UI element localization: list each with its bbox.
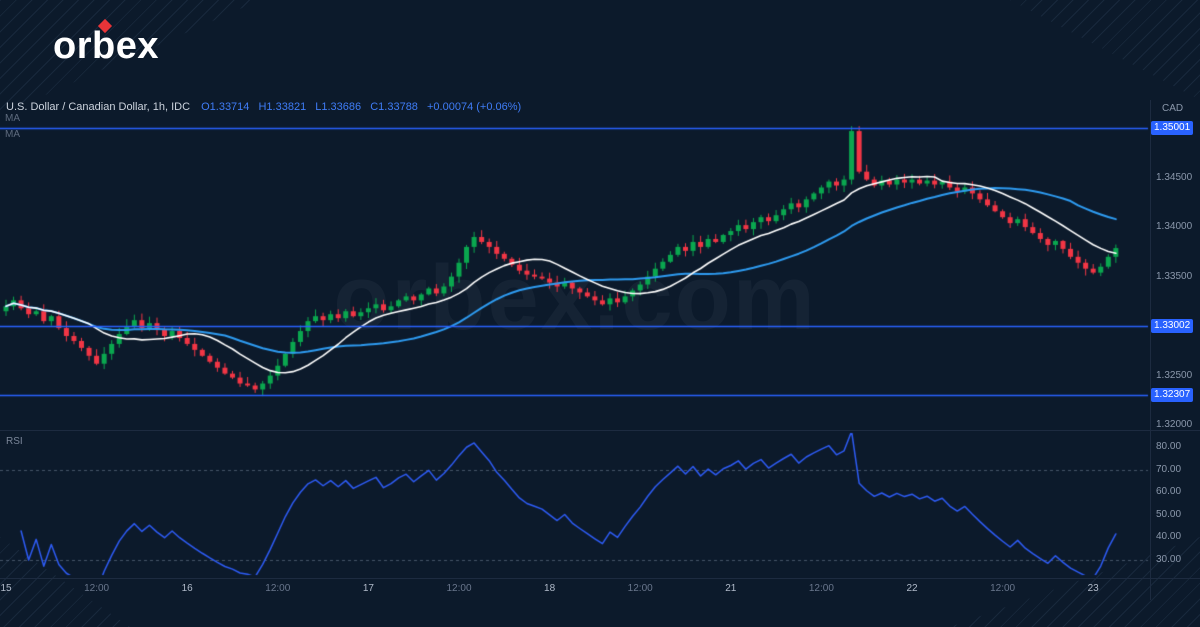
price-level-badge: 1.32307 <box>1151 387 1194 402</box>
price-axis-currency: CAD <box>1162 103 1184 114</box>
rsi-legend[interactable]: RSI <box>6 436 23 447</box>
price-axis-label: 1.33500 <box>1156 270 1193 282</box>
price-axis-label: 1.32000 <box>1156 419 1193 431</box>
symbol-title[interactable]: U.S. Dollar / Canadian Dollar, 1h, IDC <box>6 101 191 113</box>
ohlc-open: O1.33714 <box>201 101 250 113</box>
time-axis-label: 12:00 <box>265 583 291 594</box>
price-level-badge: 1.35001 <box>1151 121 1194 135</box>
ohlc-close: C1.33788 <box>370 101 418 113</box>
time-axis-label: 16 <box>181 583 193 594</box>
ohlc-change: +0.00074 (+0.06%) <box>427 101 522 113</box>
pane-separator[interactable] <box>0 430 1200 431</box>
time-axis-label: 15 <box>0 583 12 594</box>
time-axis-label: 12:00 <box>446 583 472 594</box>
rsi-axis-label: 40.00 <box>1156 531 1182 543</box>
price-axis-border <box>1150 100 1151 600</box>
time-axis-separator <box>0 578 1200 579</box>
time-axis-label: 12:00 <box>990 583 1016 594</box>
time-axis-label: 12:00 <box>84 583 110 594</box>
ohlc-high: H1.33821 <box>258 101 307 113</box>
rsi-axis-label: 50.00 <box>1156 508 1182 520</box>
time-axis-label: 18 <box>544 583 556 594</box>
rsi-axis-label: 30.00 <box>1156 554 1182 565</box>
orbex-logo: orbex <box>53 18 159 72</box>
ma-fast-legend[interactable]: MA <box>5 113 20 124</box>
ma-slow-legend[interactable]: MA <box>5 129 20 140</box>
time-axis-label: 21 <box>725 583 737 594</box>
time-axis-label: 22 <box>906 583 918 594</box>
ohlc-low: L1.33686 <box>315 101 362 113</box>
rsi-axis-label: 80.00 <box>1156 441 1182 452</box>
time-axis-label: 12:00 <box>627 583 653 594</box>
chart-header[interactable]: U.S. Dollar / Canadian Dollar, 1h, IDC O… <box>6 101 527 113</box>
time-axis-label: 12:00 <box>808 583 834 594</box>
rsi-axis-label: 60.00 <box>1156 486 1182 498</box>
price-level-badge: 1.33002 <box>1151 318 1194 333</box>
price-axis-label: 1.34500 <box>1156 171 1193 183</box>
time-axis-label: 23 <box>1087 583 1099 594</box>
rsi-axis-label: 70.00 <box>1156 463 1182 475</box>
price-axis-label: 1.32500 <box>1156 369 1193 381</box>
time-axis-label: 17 <box>362 583 374 594</box>
price-axis-label: 1.34000 <box>1156 221 1193 233</box>
